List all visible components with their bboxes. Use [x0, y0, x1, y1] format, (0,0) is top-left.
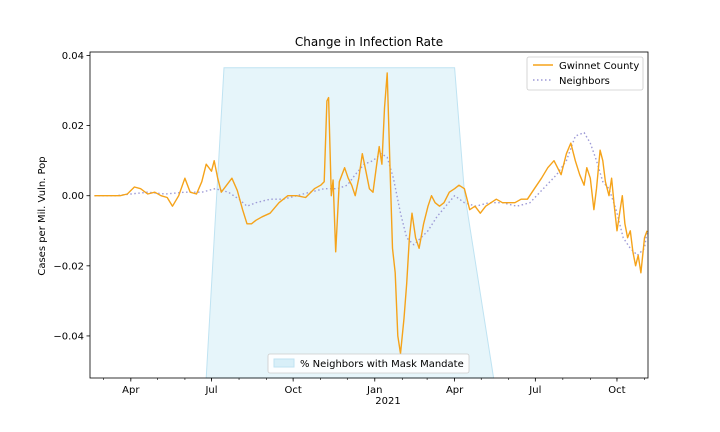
x-tick-label: Jul: [528, 385, 541, 396]
series-line-neighbors: [94, 131, 648, 257]
x-tick-label: Apr: [122, 385, 140, 396]
y-tick-label: 0.04: [62, 51, 84, 62]
mask-mandate-area: [205, 67, 495, 379]
x-year-label: 2021: [375, 396, 400, 407]
x-tick-label: Apr: [446, 385, 464, 396]
axes-frame: [89, 51, 649, 379]
y-tick-label: 0.02: [62, 121, 84, 132]
mask-legend: % Neighbors with Mask Mandate: [267, 353, 470, 374]
x-tick-label: Jul: [204, 385, 217, 396]
chart-title: Change in Infection Rate: [295, 35, 443, 49]
series-legend: Gwinnet County Neighbors: [526, 56, 644, 91]
series-line-gwinnett: [94, 72, 648, 355]
y-tick-label: −0.04: [53, 331, 84, 342]
mask-legend-box: [267, 353, 470, 374]
legend-label-gwinnett: Gwinnet County: [559, 61, 639, 72]
y-tick-label: 0.00: [62, 191, 84, 202]
axes: −0.04 −0.02 0.00 0.02 0.04 Apr Jul Oct Jan Apr Jul…: [53, 51, 649, 396]
series-legend-box: [526, 56, 644, 91]
legend-label-neighbors: Neighbors: [559, 76, 610, 87]
y-axis-label: Cases per Mil. Vuln. Pop: [37, 156, 48, 275]
x-tick-label: Oct: [285, 385, 302, 396]
mask-legend-label: % Neighbors with Mask Mandate: [300, 359, 464, 370]
mask-legend-swatch: [273, 358, 295, 368]
x-tick-label: Oct: [608, 385, 625, 396]
x-tick-label: Jan: [366, 385, 382, 396]
y-tick-label: −0.02: [53, 261, 84, 272]
